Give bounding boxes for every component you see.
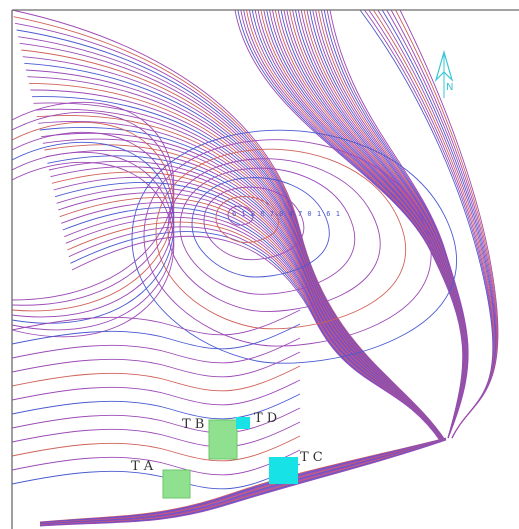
contour-line: [11, 111, 175, 306]
contour-line: [11, 131, 175, 318]
contour-loop: [227, 205, 254, 226]
contour-line: [11, 351, 301, 378]
north-arrow-label: N: [446, 82, 453, 93]
contour-line: [11, 379, 301, 406]
contour-line: [71, 235, 442, 443]
contour-line: [11, 365, 301, 392]
contour-line: [11, 421, 301, 448]
contour-line: [329, 9, 469, 439]
site-label-tc: T C: [300, 450, 323, 465]
contour-line: [11, 323, 301, 350]
site-label-tb: T B: [182, 417, 204, 432]
contour-line: [11, 161, 175, 338]
contour-line: [11, 309, 301, 336]
north-arrow-icon: N: [434, 49, 453, 98]
site-zone-tc[interactable]: [269, 457, 298, 484]
contour-loop: [167, 158, 381, 312]
contour-line: [11, 101, 175, 301]
contour-line: [11, 141, 175, 324]
contour-loop: [179, 167, 356, 295]
contour-line: [11, 449, 301, 476]
contour-loop: [155, 148, 406, 330]
contour-line: [11, 407, 301, 434]
contour-loop: [143, 139, 432, 347]
contour-line: [11, 151, 175, 331]
contour-loop: [215, 196, 279, 243]
site-label-td: T D: [254, 411, 277, 426]
contour-loop: [191, 177, 330, 278]
contour-line: [399, 9, 499, 439]
site-label-ta: T A: [131, 459, 154, 474]
site-zone-ta[interactable]: [162, 469, 191, 499]
site-zone-tb[interactable]: [208, 419, 238, 460]
contour-line: [11, 337, 301, 364]
contour-line: [39, 439, 447, 527]
contour-loop: [131, 129, 457, 364]
site-zone-td[interactable]: [236, 417, 250, 429]
contour-loop: [203, 186, 304, 261]
map-annotation-text: 6 1 8 8 7 0 4 7 0 1 6 1: [232, 210, 340, 218]
contour-line: [11, 121, 175, 312]
contour-lines: [11, 9, 499, 527]
contour-line: [11, 393, 301, 420]
contour-line: [11, 435, 301, 462]
